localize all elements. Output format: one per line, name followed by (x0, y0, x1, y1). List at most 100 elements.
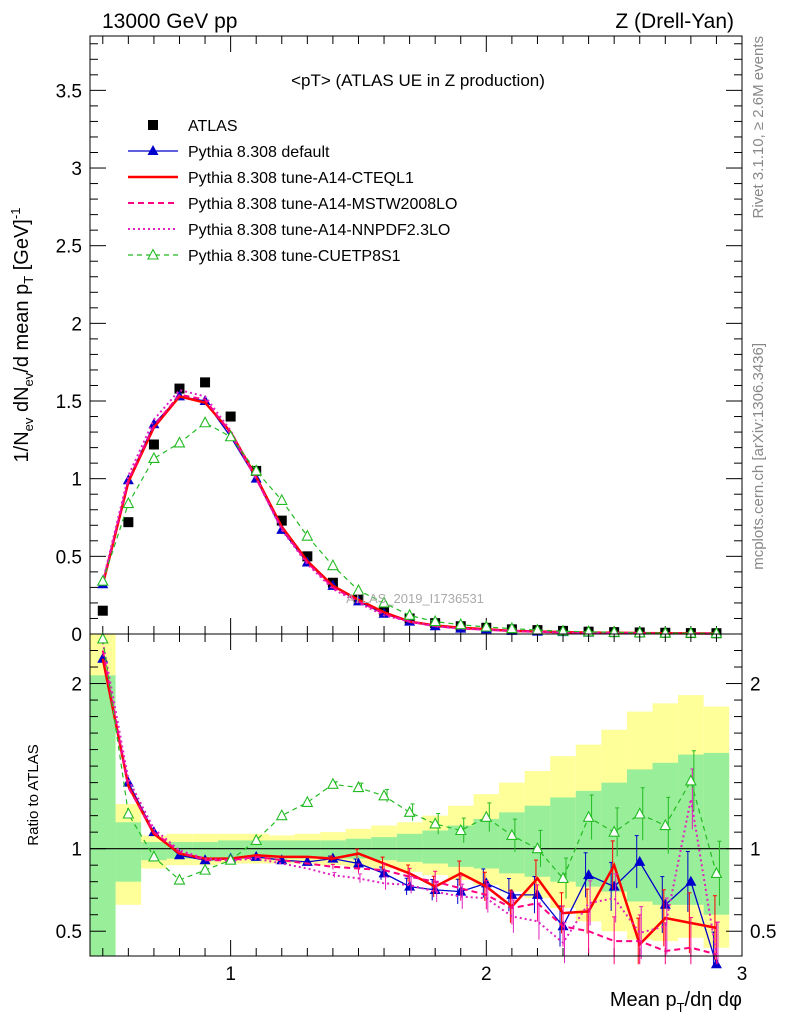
ratio-point (582, 810, 595, 822)
ratio-point (326, 777, 339, 789)
legend-label: Pythia 8.308 tune-A14-CTEQL1 (188, 170, 414, 187)
ratio-line (101, 650, 717, 956)
header-right: Z (Drell-Yan) (615, 10, 734, 33)
data-point (200, 377, 211, 388)
main-series-4 (101, 388, 717, 635)
ratio-point (148, 850, 160, 862)
data-point (122, 496, 135, 509)
header-left: 13000 GeV pp (102, 10, 237, 33)
green-band (601, 782, 627, 892)
x-axis-title: Mean pT/dη dφ (610, 989, 742, 1015)
ratio-point (173, 873, 186, 885)
ratio-panel: 0.5 0.5 1 1 2 2 1 2 3 (56, 632, 776, 985)
ratio-y-tick-label: 2 (71, 675, 82, 696)
ratio-point (404, 880, 416, 891)
ratio-y-tick-label: 0.5 (56, 922, 82, 943)
main-y-ticks: 0 0.5 1 1.5 2 2.5 3 3.5 (56, 36, 742, 646)
ratio-point (378, 789, 390, 801)
legend-marker (148, 120, 158, 130)
series-line (101, 388, 717, 635)
ratio-point (634, 855, 646, 866)
legend-label: Pythia 8.308 tune-A14-NNPDF2.3LO (188, 222, 450, 239)
data-point (429, 614, 442, 627)
legend-marker (147, 145, 159, 155)
main-y-tick-label: 0 (71, 625, 82, 646)
data-point (225, 411, 236, 422)
ratio-point (250, 833, 263, 845)
green-band (652, 762, 679, 905)
ratio-point (480, 810, 493, 822)
data-point (480, 620, 493, 632)
main-y-tick-label: 2.5 (56, 237, 82, 258)
green-band (115, 822, 142, 882)
ratio-y-axis-title: Ratio to ATLAS (25, 744, 42, 845)
green-band (524, 805, 551, 877)
main-y-tick-label: 3.5 (56, 81, 82, 102)
ratio-point (583, 869, 595, 880)
x-tick-label: 2 (481, 964, 492, 985)
ratio-point (659, 898, 671, 909)
green-band (626, 769, 653, 902)
ratio-point (199, 863, 211, 875)
ratio-point (352, 857, 364, 868)
ratio-point (454, 823, 467, 836)
green-band (268, 840, 295, 859)
rivet-label: Rivet 3.1.10, ≥ 2.6M events (750, 36, 767, 219)
data-point (301, 529, 314, 541)
legend-marker (147, 248, 159, 260)
ratio-y-tick-label: 1 (71, 840, 82, 861)
data-point (454, 618, 467, 630)
watermark: ATLAS_2019_I1736531 (346, 591, 484, 606)
data-point (250, 464, 263, 476)
data-point (173, 436, 186, 448)
ratio-point (608, 880, 620, 891)
green-band (217, 840, 244, 859)
ratio-series-4 (96, 632, 723, 906)
legend-label: Pythia 8.308 tune-A14-MSTW2008LO (188, 196, 457, 213)
ratio-point (531, 841, 544, 854)
data-point (174, 383, 185, 394)
x-tick-label: 1 (225, 964, 236, 985)
main-series (96, 377, 723, 639)
x-tick-label: 3 (737, 964, 748, 985)
ratio-point (122, 807, 135, 819)
ratio-point (276, 854, 288, 865)
data-point (326, 558, 339, 571)
green-band (320, 840, 346, 859)
data-point (378, 596, 390, 608)
ratio-point (352, 780, 365, 793)
main-y-tick-label: 3 (71, 159, 82, 180)
green-band (422, 830, 448, 864)
ratio-bands (90, 634, 742, 956)
main-panel: 0 0.5 1 1.5 2 2.5 3 3.5 ATLAS_2019_I1736531 <pT… (56, 35, 743, 646)
ratio-point (685, 875, 697, 886)
main-title: <pT> (ATLAS UE in Z production) (291, 71, 545, 90)
legend-label: ATLAS (188, 118, 238, 135)
ratio-point (301, 795, 314, 807)
legend: ATLAS Pythia 8.308 default Pythia 8.308 tu… (128, 118, 457, 265)
data-point (275, 493, 288, 505)
main-y-tick-label: 2 (71, 314, 82, 335)
main-y-tick-label: 0.5 (56, 547, 82, 568)
green-band (396, 833, 423, 862)
ratio-point (505, 828, 518, 841)
ratio-point (224, 853, 237, 865)
data-point (97, 605, 108, 616)
green-band (703, 752, 730, 915)
green-band (192, 842, 218, 859)
ratio-y-tick-label-right: 1 (750, 840, 761, 861)
green-band (473, 818, 500, 869)
ratio-point (633, 807, 646, 819)
ratio-frame (89, 633, 743, 957)
ratio-series (96, 632, 723, 969)
ratio-y-tick-label-right: 0.5 (750, 922, 776, 943)
data-point (148, 451, 160, 464)
ratio-point (429, 817, 442, 829)
data-point (505, 621, 518, 634)
ratio-point (659, 818, 672, 831)
green-band (550, 797, 576, 882)
y-axis-title: 1/Nev dNev/d mean pT [GeV]-1 (8, 208, 36, 463)
legend-label: Pythia 8.308 tune-CUETP8S1 (188, 248, 401, 265)
mcplots-label: mcplots.cern.ch [arXiv:1306.3436] (750, 343, 767, 570)
